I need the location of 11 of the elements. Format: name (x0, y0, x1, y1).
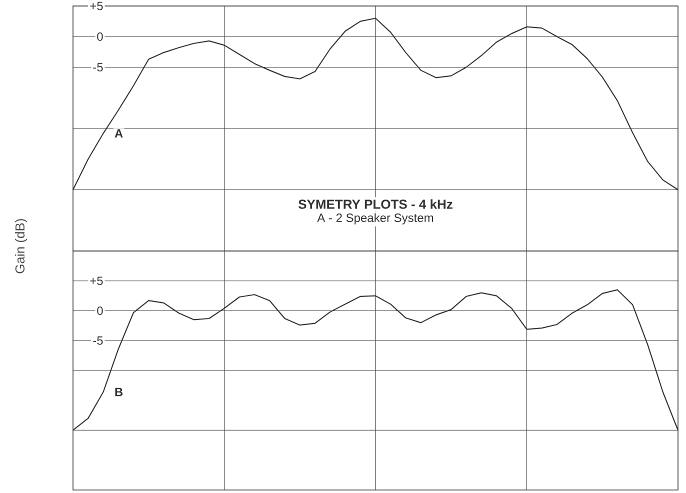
y-axis-title: Gain (dB) (15, 219, 28, 274)
y-tick-label: +5 (90, 276, 103, 286)
series-label: B (115, 388, 123, 396)
y-tick-label: 0 (97, 306, 103, 315)
y-tick-label: -5 (93, 336, 103, 345)
series-label: A (114, 129, 123, 138)
y-tick-label: 0 (97, 32, 103, 41)
text: SYMETRY PLOTS - 4 kHz (298, 199, 452, 209)
y-tick-label: -5 (93, 63, 103, 72)
y-tick-label: +5 (90, 2, 103, 10)
text: A - 2 Speaker System (317, 213, 434, 224)
